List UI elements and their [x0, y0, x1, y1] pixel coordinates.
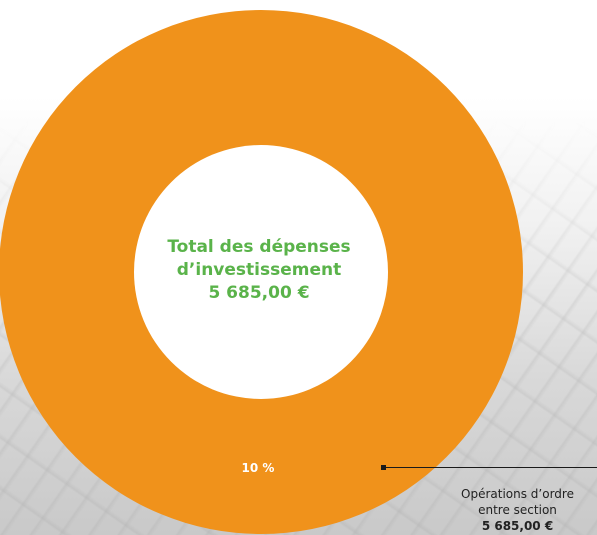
- slice-callout-line1: Opérations d’ordre: [461, 487, 574, 501]
- donut-hole: [134, 145, 388, 399]
- center-label-line1: Total des dépenses: [167, 237, 351, 257]
- slice-percent-label: 10 %: [241, 461, 275, 475]
- slice-callout-amount: 5 685,00 €: [481, 519, 554, 533]
- slice-leader-dot: [381, 465, 386, 470]
- slice-leader-line: [383, 467, 597, 468]
- center-label-total: 5 685,00 €: [208, 283, 310, 303]
- slice-callout: Opérations d’ordre entre section 5 685,0…: [438, 486, 597, 534]
- center-label-line2: d’investissement: [176, 260, 342, 280]
- slice-callout-line2: entre section: [478, 503, 557, 517]
- donut-center-label: Total des dépenses d’investissement 5 68…: [139, 236, 379, 305]
